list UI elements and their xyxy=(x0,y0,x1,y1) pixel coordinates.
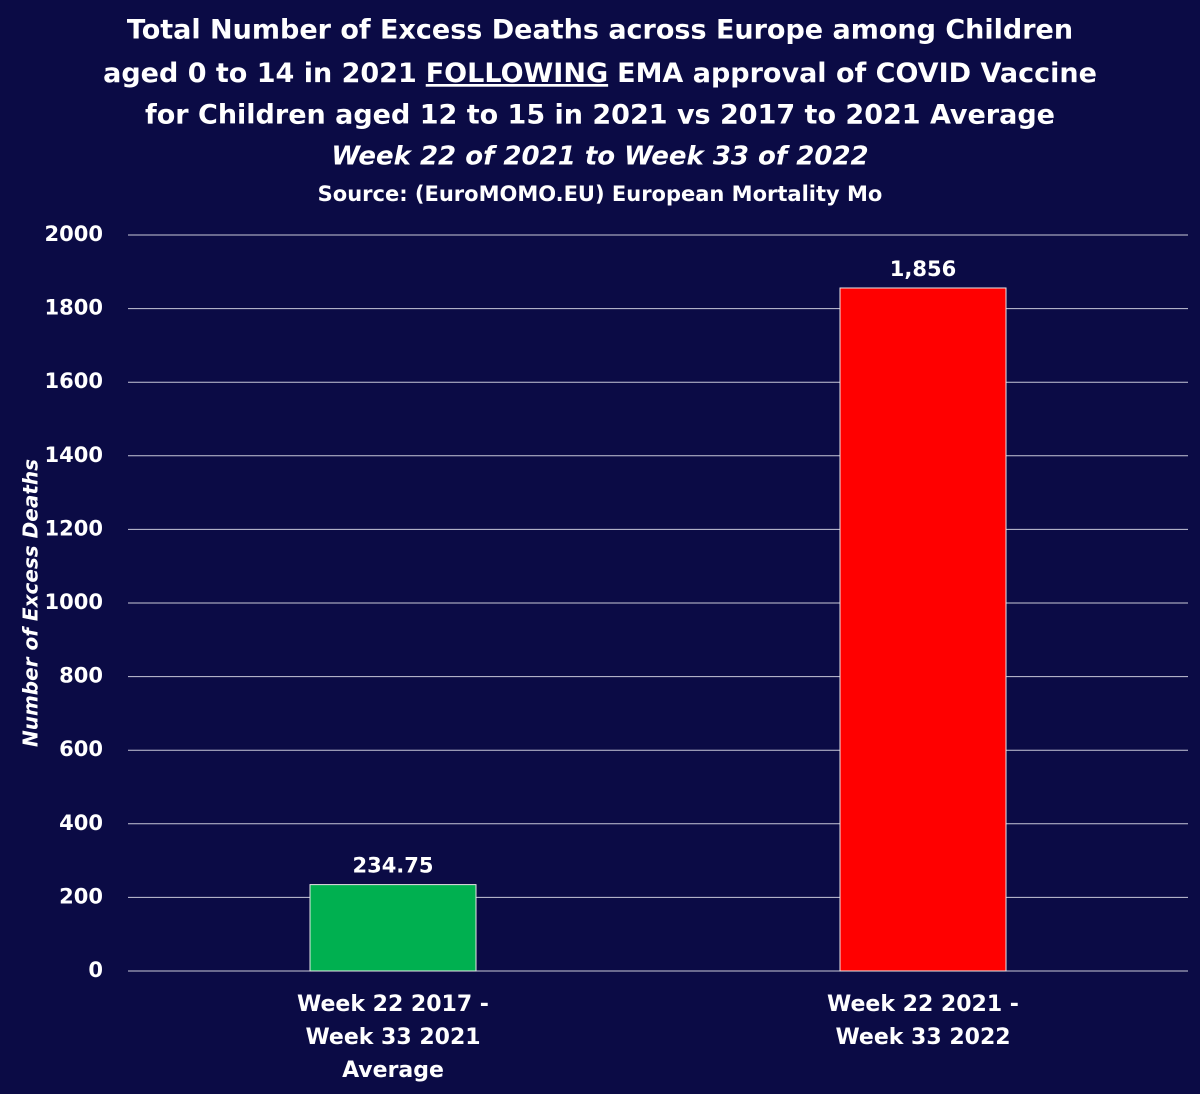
chart-title: Total Number of Excess Deaths across Eur… xyxy=(127,15,1073,46)
y-tick-label: 2000 xyxy=(45,222,103,246)
y-tick-label: 400 xyxy=(59,811,103,835)
y-tick-label: 1000 xyxy=(45,590,103,614)
y-tick-label: 1800 xyxy=(45,296,103,320)
title-part: aged 0 to 14 in 2021 xyxy=(103,58,417,89)
value-label: 1,856 xyxy=(890,257,956,281)
x-tick-label: Week 33 2021 xyxy=(305,1025,480,1050)
x-tick-label: Week 33 2022 xyxy=(835,1025,1010,1050)
x-tick-label: Average xyxy=(342,1058,444,1083)
y-tick-label: 800 xyxy=(59,664,103,688)
y-axis-label: Number of Excess Deaths xyxy=(19,459,43,747)
y-tick-label: 200 xyxy=(59,884,103,908)
source: Source: (EuroMOMO.EU) European Mortality… xyxy=(318,182,883,206)
x-tick-label: Week 22 2021 - xyxy=(827,992,1019,1017)
y-tick-label: 1600 xyxy=(45,369,103,393)
x-tick-label: Week 22 2017 - xyxy=(297,992,489,1017)
y-tick-label: 1200 xyxy=(45,516,103,540)
title-part: EMA approval of COVID Vaccine xyxy=(617,58,1097,89)
y-tick-label: 0 xyxy=(88,958,103,982)
bar xyxy=(309,884,477,972)
chart-subtitle: Week 22 of 2021 to Week 33 of 2022 xyxy=(331,142,868,172)
y-tick-label: 600 xyxy=(59,737,103,761)
title-part: FOLLOWING xyxy=(426,58,608,89)
chart-title: for Children aged 12 to 15 in 2021 vs 20… xyxy=(145,100,1055,131)
value-label: 234.75 xyxy=(352,854,433,878)
chart-title: aged 0 to 14 in 2021 FOLLOWING EMA approva… xyxy=(103,58,1097,89)
bar xyxy=(839,287,1007,972)
y-tick-label: 1400 xyxy=(45,443,103,467)
